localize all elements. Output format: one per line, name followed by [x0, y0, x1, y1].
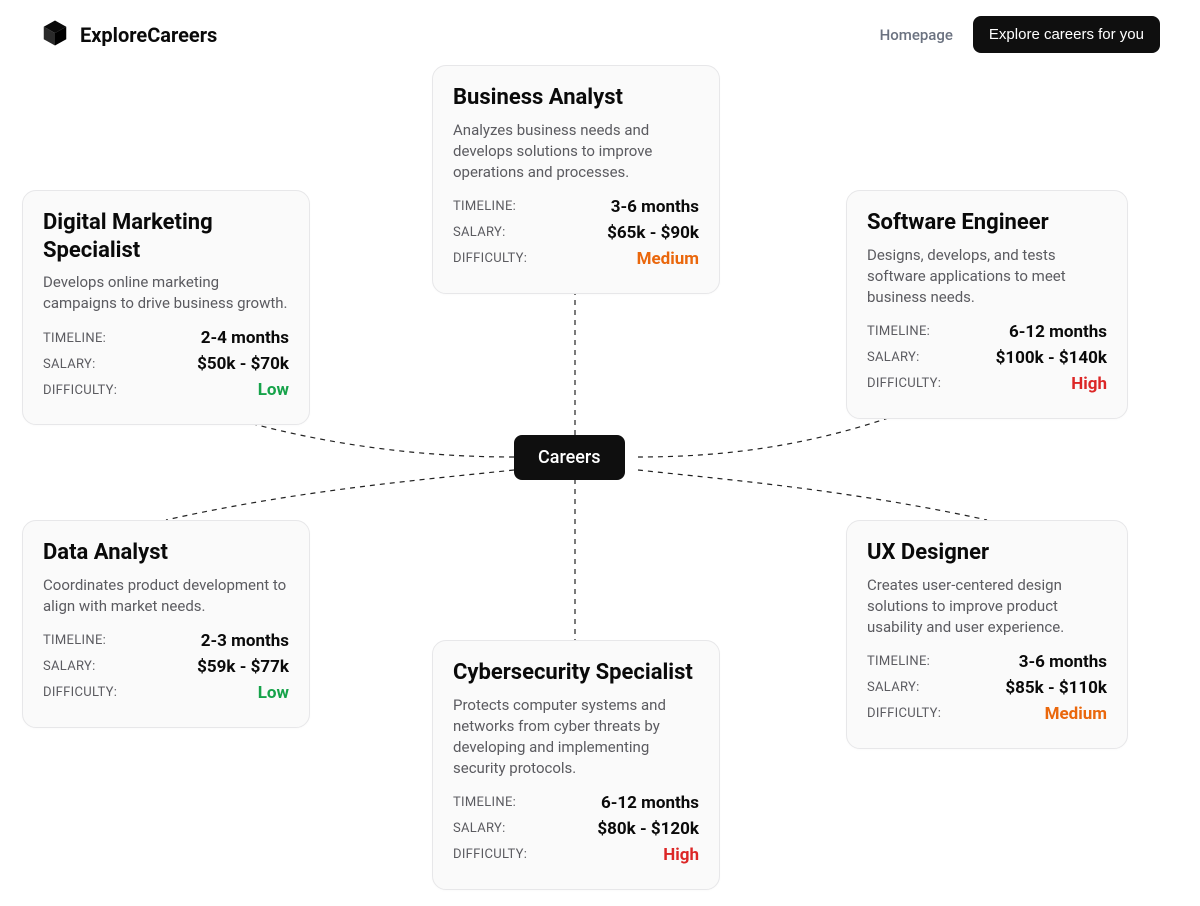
brand[interactable]: ExploreCareers: [40, 18, 217, 52]
nav: Homepage Explore careers for you: [880, 16, 1160, 53]
card-value-difficulty: Low: [258, 380, 289, 400]
card-row-difficulty: DIFFICULTY: Low: [43, 683, 289, 703]
card-label-difficulty: DIFFICULTY:: [867, 706, 941, 721]
card-label-difficulty: DIFFICULTY:: [43, 685, 117, 700]
nav-homepage-link[interactable]: Homepage: [880, 26, 953, 44]
career-card-business-analyst[interactable]: Business Analyst Analyzes business needs …: [432, 65, 720, 294]
card-value-salary: $65k - $90k: [607, 223, 699, 243]
card-value-timeline: 6-12 months: [1009, 322, 1107, 342]
card-label-salary: SALARY:: [453, 821, 506, 836]
card-description: Protects computer systems and networks f…: [453, 695, 699, 779]
card-value-difficulty: Medium: [1045, 704, 1107, 724]
card-label-difficulty: DIFFICULTY:: [453, 847, 527, 862]
cube-icon: [40, 18, 70, 52]
card-label-timeline: TIMELINE:: [43, 331, 106, 346]
card-label-difficulty: DIFFICULTY:: [43, 383, 117, 398]
card-value-timeline: 2-4 months: [201, 328, 289, 348]
card-row-timeline: TIMELINE: 6-12 months: [453, 793, 699, 813]
card-label-salary: SALARY:: [43, 659, 96, 674]
card-value-difficulty: Medium: [637, 249, 699, 269]
card-label-salary: SALARY:: [867, 680, 920, 695]
card-value-timeline: 3-6 months: [1019, 652, 1107, 672]
card-label-timeline: TIMELINE:: [453, 199, 516, 214]
card-label-salary: SALARY:: [453, 225, 506, 240]
card-row-salary: SALARY: $85k - $110k: [867, 678, 1107, 698]
card-title: UX Designer: [867, 539, 1107, 567]
card-label-salary: SALARY:: [867, 350, 920, 365]
edge-center-to-ux-designer: [638, 470, 987, 520]
header: ExploreCareers Homepage Explore careers …: [0, 0, 1200, 69]
card-value-timeline: 2-3 months: [201, 631, 289, 651]
career-card-ux-designer[interactable]: UX Designer Creates user-centered design …: [846, 520, 1128, 749]
edge-center-to-data-analyst: [166, 470, 514, 520]
card-row-timeline: TIMELINE: 3-6 months: [453, 197, 699, 217]
card-description: Analyzes business needs and develops sol…: [453, 120, 699, 183]
card-row-salary: SALARY: $100k - $140k: [867, 348, 1107, 368]
card-value-salary: $100k - $140k: [996, 348, 1107, 368]
card-title: Cybersecurity Specialist: [453, 659, 699, 687]
career-card-cybersecurity[interactable]: Cybersecurity Specialist Protects compute…: [432, 640, 720, 890]
career-card-software-engineer[interactable]: Software Engineer Designs, develops, and …: [846, 190, 1128, 419]
card-row-salary: SALARY: $59k - $77k: [43, 657, 289, 677]
card-row-salary: SALARY: $50k - $70k: [43, 354, 289, 374]
card-label-difficulty: DIFFICULTY:: [453, 251, 527, 266]
card-title: Software Engineer: [867, 209, 1107, 237]
card-description: Coordinates product development to align…: [43, 575, 289, 617]
card-row-timeline: TIMELINE: 3-6 months: [867, 652, 1107, 672]
career-card-data-analyst[interactable]: Data Analyst Coordinates product developm…: [22, 520, 310, 728]
card-row-difficulty: DIFFICULTY: Medium: [867, 704, 1107, 724]
card-value-salary: $59k - $77k: [197, 657, 289, 677]
card-row-timeline: TIMELINE: 2-4 months: [43, 328, 289, 348]
card-value-salary: $80k - $120k: [597, 819, 699, 839]
career-card-digital-marketing[interactable]: Digital Marketing Specialist Develops onl…: [22, 190, 310, 425]
card-value-difficulty: High: [1071, 374, 1107, 394]
card-title: Data Analyst: [43, 539, 289, 567]
center-node-careers[interactable]: Careers: [514, 435, 625, 480]
card-label-timeline: TIMELINE:: [43, 633, 106, 648]
center-node-label: Careers: [538, 447, 601, 468]
card-row-difficulty: DIFFICULTY: Low: [43, 380, 289, 400]
card-value-timeline: 3-6 months: [611, 197, 699, 217]
card-value-timeline: 6-12 months: [601, 793, 699, 813]
card-description: Develops online marketing campaigns to d…: [43, 272, 289, 314]
card-description: Designs, develops, and tests software ap…: [867, 245, 1107, 308]
card-value-salary: $85k - $110k: [1005, 678, 1107, 698]
card-value-difficulty: Low: [258, 683, 289, 703]
card-row-difficulty: DIFFICULTY: Medium: [453, 249, 699, 269]
card-row-timeline: TIMELINE: 6-12 months: [867, 322, 1107, 342]
card-title: Business Analyst: [453, 84, 699, 112]
card-row-salary: SALARY: $65k - $90k: [453, 223, 699, 243]
card-value-difficulty: High: [663, 845, 699, 865]
card-row-difficulty: DIFFICULTY: High: [453, 845, 699, 865]
card-title: Digital Marketing Specialist: [43, 209, 289, 264]
card-label-salary: SALARY:: [43, 357, 96, 372]
card-label-timeline: TIMELINE:: [867, 324, 930, 339]
card-row-salary: SALARY: $80k - $120k: [453, 819, 699, 839]
brand-name: ExploreCareers: [80, 23, 217, 47]
card-description: Creates user-centered design solutions t…: [867, 575, 1107, 638]
card-label-timeline: TIMELINE:: [867, 654, 930, 669]
card-row-timeline: TIMELINE: 2-3 months: [43, 631, 289, 651]
card-row-difficulty: DIFFICULTY: High: [867, 374, 1107, 394]
card-value-salary: $50k - $70k: [197, 354, 289, 374]
card-label-difficulty: DIFFICULTY:: [867, 376, 941, 391]
explore-careers-button[interactable]: Explore careers for you: [973, 16, 1160, 53]
card-label-timeline: TIMELINE:: [453, 795, 516, 810]
